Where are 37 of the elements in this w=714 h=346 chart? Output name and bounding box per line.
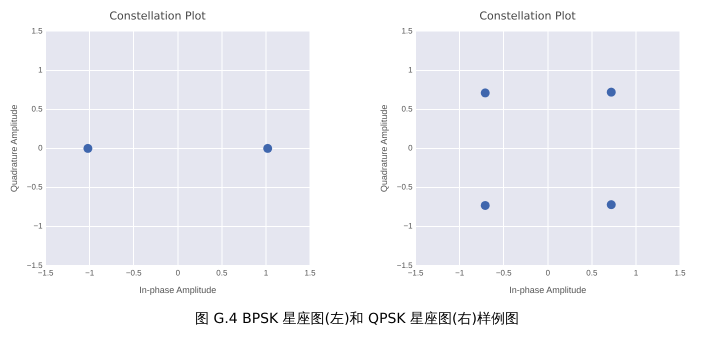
- x-tick-label: 0: [176, 268, 181, 278]
- x-tick-label: 1: [634, 268, 639, 278]
- point: [480, 200, 490, 210]
- y-tick-label: −1: [403, 222, 414, 231]
- x-tick-label: −1: [85, 268, 95, 278]
- y-tick-label: −0.5: [26, 182, 44, 192]
- x-axis-title: In-phase Amplitude: [139, 285, 216, 296]
- y-axis-title: Quadrature Amplitude: [378, 104, 389, 192]
- y-axis-title: Quadrature Amplitude: [8, 104, 19, 192]
- chart-title: Constellation Plot: [479, 9, 576, 22]
- y-tick-label: −1.5: [396, 260, 414, 270]
- point: [480, 88, 490, 98]
- x-tick-label: 0: [546, 268, 551, 278]
- x-tick-label: 1.5: [304, 268, 316, 278]
- y-tick-label: 1: [408, 65, 414, 74]
- chart-title: Constellation Plot: [109, 9, 206, 22]
- x-tick-label: 0.5: [586, 268, 598, 278]
- y-tick-label: −1.5: [26, 260, 44, 270]
- x-tick-label: −0.5: [496, 268, 512, 278]
- y-tick-label: 1.5: [401, 26, 414, 36]
- x-tick-label: 0.5: [216, 268, 228, 278]
- y-tick-label: 0: [38, 144, 44, 153]
- y-tick-label: −1: [33, 222, 44, 231]
- point: [606, 200, 616, 210]
- x-tick-label: 1: [264, 268, 269, 278]
- x-axis-title: In-phase Amplitude: [509, 285, 586, 296]
- y-tick-label: −0.5: [396, 182, 414, 192]
- point: [606, 88, 616, 97]
- y-tick-label: 0.5: [401, 104, 414, 114]
- y-tick-label: 0: [408, 144, 414, 153]
- y-tick-label: 1: [38, 65, 44, 74]
- x-tick-label: 1.5: [674, 268, 686, 278]
- y-tick-label: 0.5: [31, 104, 44, 114]
- x-tick-label: −1: [455, 268, 465, 278]
- y-tick-label: 1.5: [31, 26, 44, 36]
- text: 图 G.4 BPSK 星座图(左)和 QPSK 星座图(右)样例图: [194, 310, 520, 328]
- x-tick-label: −0.5: [126, 268, 142, 278]
